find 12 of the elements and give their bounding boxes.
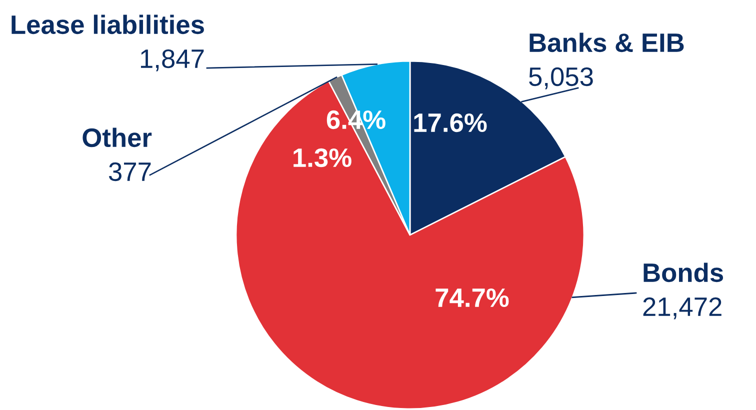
data-label: 377 xyxy=(108,162,151,182)
slice-label: Bonds xyxy=(644,262,724,282)
text: 1.3% xyxy=(294,148,352,168)
data-label: 21,472 xyxy=(643,297,722,320)
text: 17.6% xyxy=(414,113,487,132)
slice-label: Banks & EIB xyxy=(530,32,684,52)
slice-label: Lease liabilities xyxy=(12,14,204,34)
slice-label: Other xyxy=(82,128,152,148)
data-label: 5,053 xyxy=(529,67,593,90)
text: 6.4% xyxy=(326,110,386,130)
text: 74.7% xyxy=(436,288,509,308)
data-label: 1,847 xyxy=(140,49,204,72)
